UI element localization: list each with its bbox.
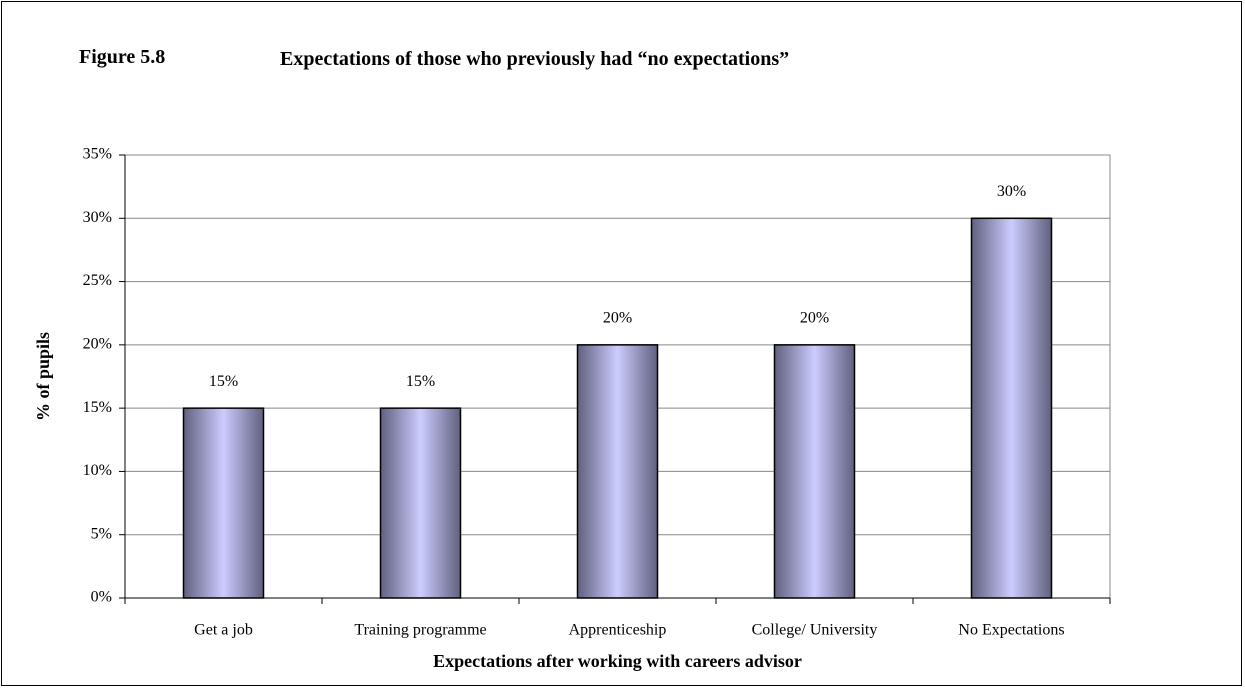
bar	[576, 344, 659, 599]
x-tick-label: College/ University	[752, 622, 878, 639]
bar	[182, 407, 265, 599]
value-label: 15%	[209, 373, 238, 390]
y-tick-label: 10%	[83, 462, 112, 479]
bar	[970, 217, 1053, 599]
bar	[379, 407, 462, 599]
x-tick-label: Training programme	[354, 622, 486, 639]
value-label: 30%	[997, 183, 1026, 200]
y-tick-label: 25%	[83, 272, 112, 289]
y-tick-label: 30%	[83, 209, 112, 226]
value-label: 15%	[406, 373, 435, 390]
value-label: 20%	[603, 310, 632, 327]
x-axis-label: Expectations after working with careers …	[433, 651, 802, 671]
chart-title: Expectations of those who previously had…	[280, 48, 790, 70]
bar	[773, 344, 856, 599]
x-tick-label: Apprenticeship	[569, 622, 667, 639]
y-axis-label: % of pupils	[33, 332, 53, 421]
y-tick-label: 20%	[83, 336, 112, 353]
y-tick-label: 35%	[83, 146, 112, 163]
x-tick-label: No Expectations	[958, 622, 1064, 639]
figure-label: Figure 5.8	[79, 46, 166, 68]
y-tick-label: 0%	[91, 589, 112, 606]
value-label: 20%	[800, 310, 829, 327]
x-tick-label: Get a job	[194, 622, 253, 639]
y-tick-label: 5%	[91, 525, 112, 542]
y-tick-label: 15%	[83, 399, 112, 416]
